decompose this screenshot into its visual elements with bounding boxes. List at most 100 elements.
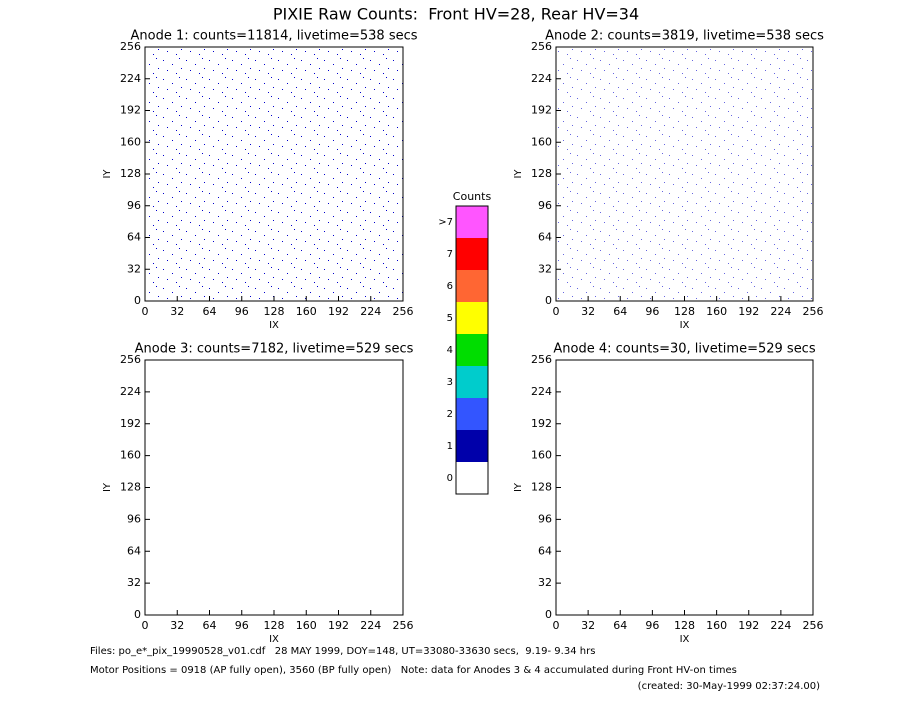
y-tick-label: 32 [538, 262, 552, 275]
y-tick-label: 256 [120, 40, 141, 53]
y-tick-label: 0 [545, 608, 552, 621]
colorbar-label: 3 [447, 377, 453, 388]
y-tick-label: 64 [127, 544, 141, 557]
colorbar-swatch [456, 398, 488, 430]
y-tick-label: 0 [134, 608, 141, 621]
y-tick-label: 128 [531, 481, 552, 494]
x-tick-label: 64 [203, 619, 217, 632]
x-tick-label: 64 [613, 619, 627, 632]
y-tick-label: 96 [127, 199, 141, 212]
x-tick-label: 224 [770, 619, 791, 632]
colorbar-label: 6 [447, 281, 453, 292]
colorbar-swatch [456, 462, 488, 494]
x-axis-label: IX [680, 634, 690, 645]
count-texture [145, 47, 403, 301]
y-tick-label: 128 [120, 481, 141, 494]
panel-title: Anode 2: counts=3819, livetime=538 secs [545, 29, 824, 44]
x-tick-label: 128 [264, 619, 285, 632]
x-tick-label: 256 [803, 305, 824, 318]
count-texture [556, 47, 813, 301]
x-tick-label: 256 [393, 619, 414, 632]
footer-line: (created: 30-May-1999 02:37:24.00) [638, 681, 820, 692]
y-tick-label: 160 [531, 135, 552, 148]
colorbar-title: Counts [453, 190, 492, 203]
x-tick-label: 32 [170, 305, 184, 318]
y-axis-label: IY [102, 482, 113, 492]
y-tick-label: 192 [531, 417, 552, 430]
x-tick-label: 32 [581, 305, 595, 318]
x-tick-label: 160 [296, 305, 317, 318]
y-tick-label: 32 [127, 262, 141, 275]
colorbar-label: 0 [447, 473, 453, 484]
colorbar-label: 2 [447, 409, 453, 420]
footer-line: Motor Positions = 0918 (AP fully open), … [90, 665, 737, 676]
plot-frame [555, 359, 814, 616]
y-tick-label: 128 [120, 167, 141, 180]
x-tick-label: 128 [264, 305, 285, 318]
x-tick-label: 224 [360, 305, 381, 318]
panel-title: Anode 3: counts=7182, livetime=529 secs [135, 342, 414, 357]
y-tick-label: 256 [531, 353, 552, 366]
x-tick-label: 256 [393, 305, 414, 318]
x-axis-label: IX [269, 320, 279, 331]
x-axis-label: IX [269, 634, 279, 645]
x-axis-label: IX [680, 320, 690, 331]
colorbar-swatch [456, 206, 488, 238]
colorbar-swatch [456, 366, 488, 398]
x-tick-label: 64 [203, 305, 217, 318]
y-axis-label: IY [513, 482, 524, 492]
colorbar-label: 7 [447, 249, 453, 260]
x-tick-label: 0 [553, 305, 560, 318]
panel-title: Anode 4: counts=30, livetime=529 secs [553, 342, 815, 357]
x-tick-label: 32 [170, 619, 184, 632]
y-tick-label: 0 [545, 294, 552, 307]
x-tick-label: 160 [706, 619, 727, 632]
x-tick-label: 96 [235, 305, 249, 318]
colorbar-swatch [456, 302, 488, 334]
y-tick-label: 224 [120, 72, 141, 85]
x-tick-label: 32 [581, 619, 595, 632]
x-tick-label: 160 [296, 619, 317, 632]
y-axis-label: IY [102, 169, 113, 179]
y-tick-label: 64 [127, 231, 141, 244]
figure-title: PIXIE Raw Counts: Front HV=28, Rear HV=3… [273, 5, 639, 24]
colorbar-frame [455, 205, 489, 495]
y-tick-label: 192 [120, 104, 141, 117]
x-tick-label: 96 [645, 305, 659, 318]
y-tick-label: 256 [531, 40, 552, 53]
y-tick-label: 96 [538, 199, 552, 212]
x-tick-label: 0 [553, 619, 560, 632]
x-tick-label: 0 [142, 305, 149, 318]
y-tick-label: 64 [538, 544, 552, 557]
colorbar-swatch [456, 430, 488, 462]
x-tick-label: 256 [803, 619, 824, 632]
x-tick-label: 192 [328, 305, 349, 318]
y-tick-label: 224 [120, 385, 141, 398]
x-tick-label: 128 [674, 305, 695, 318]
colorbar-label: 5 [447, 313, 453, 324]
x-tick-label: 192 [738, 619, 759, 632]
colorbar-swatch [456, 334, 488, 366]
y-tick-label: 256 [120, 353, 141, 366]
colorbar-swatch [456, 238, 488, 270]
y-tick-label: 160 [120, 135, 141, 148]
y-tick-label: 32 [127, 576, 141, 589]
colorbar-swatch [456, 270, 488, 302]
x-tick-label: 128 [674, 619, 695, 632]
y-tick-label: 64 [538, 231, 552, 244]
x-tick-label: 224 [770, 305, 791, 318]
plot-frame [144, 359, 404, 616]
y-tick-label: 96 [538, 512, 552, 525]
x-tick-label: 0 [142, 619, 149, 632]
x-tick-label: 224 [360, 619, 381, 632]
x-tick-label: 96 [645, 619, 659, 632]
x-tick-label: 160 [706, 305, 727, 318]
footer-line: Files: po_e*_pix_19990528_v01.cdf 28 MAY… [90, 646, 595, 657]
colorbar-label: 4 [447, 345, 453, 356]
y-tick-label: 192 [120, 417, 141, 430]
x-tick-label: 96 [235, 619, 249, 632]
y-tick-label: 128 [531, 167, 552, 180]
y-tick-label: 192 [531, 104, 552, 117]
